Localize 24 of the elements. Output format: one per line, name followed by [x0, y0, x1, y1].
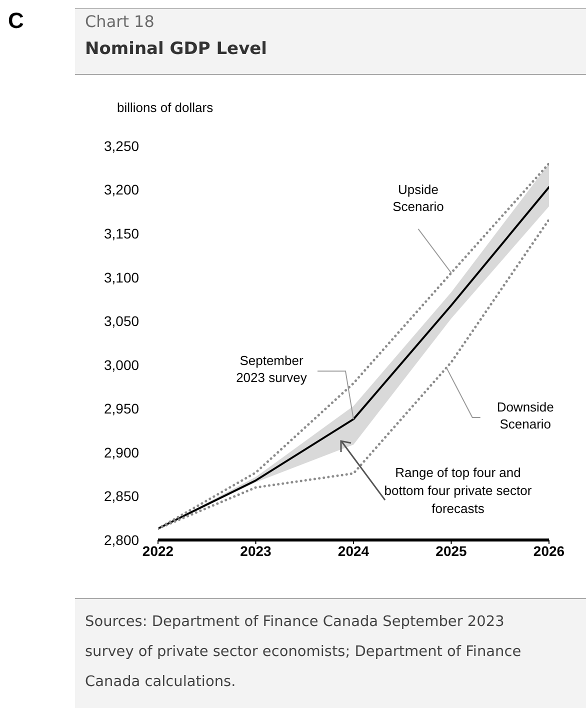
x-tick-label: 2026	[533, 542, 565, 559]
annotation: September 2023 survey	[236, 353, 308, 386]
y-tick-label: 3,150	[104, 226, 140, 242]
chart-title: Nominal GDP Level	[85, 39, 268, 59]
annotation: Upside Scenario	[392, 182, 444, 214]
source-note: Sources: Department of Finance Canada September 2023 survey of private sector economists; Department of Finance Canada calculations.	[75, 598, 586, 708]
x-tick-label: 2022	[142, 542, 174, 559]
y-tick-label: 2,900	[104, 444, 140, 460]
text: C	[8, 8, 24, 34]
y-tick-label: 2,950	[104, 400, 140, 417]
chart-subtitle: Chart 18	[85, 12, 154, 31]
y-tick-label: 3,050	[104, 313, 140, 330]
y-tick-label: 3,100	[104, 269, 140, 286]
annotation: Range of top four and bottom four private sector forecasts	[383, 464, 533, 518]
annotation: Downside Scenario	[496, 400, 554, 432]
x-tick-label: 2024	[338, 542, 370, 559]
y-tick-label: 3,200	[104, 182, 140, 198]
y-tick-label: 3,250	[104, 138, 140, 154]
y-tick-label: 2,800	[104, 532, 140, 548]
y-tick-label: 3,000	[104, 356, 140, 373]
x-tick-label: 2025	[436, 542, 468, 559]
x-tick-label: 2023	[240, 542, 272, 559]
y-axis-title: billions of dollars	[117, 100, 214, 115]
y-tick-label: 2,850	[104, 488, 140, 504]
